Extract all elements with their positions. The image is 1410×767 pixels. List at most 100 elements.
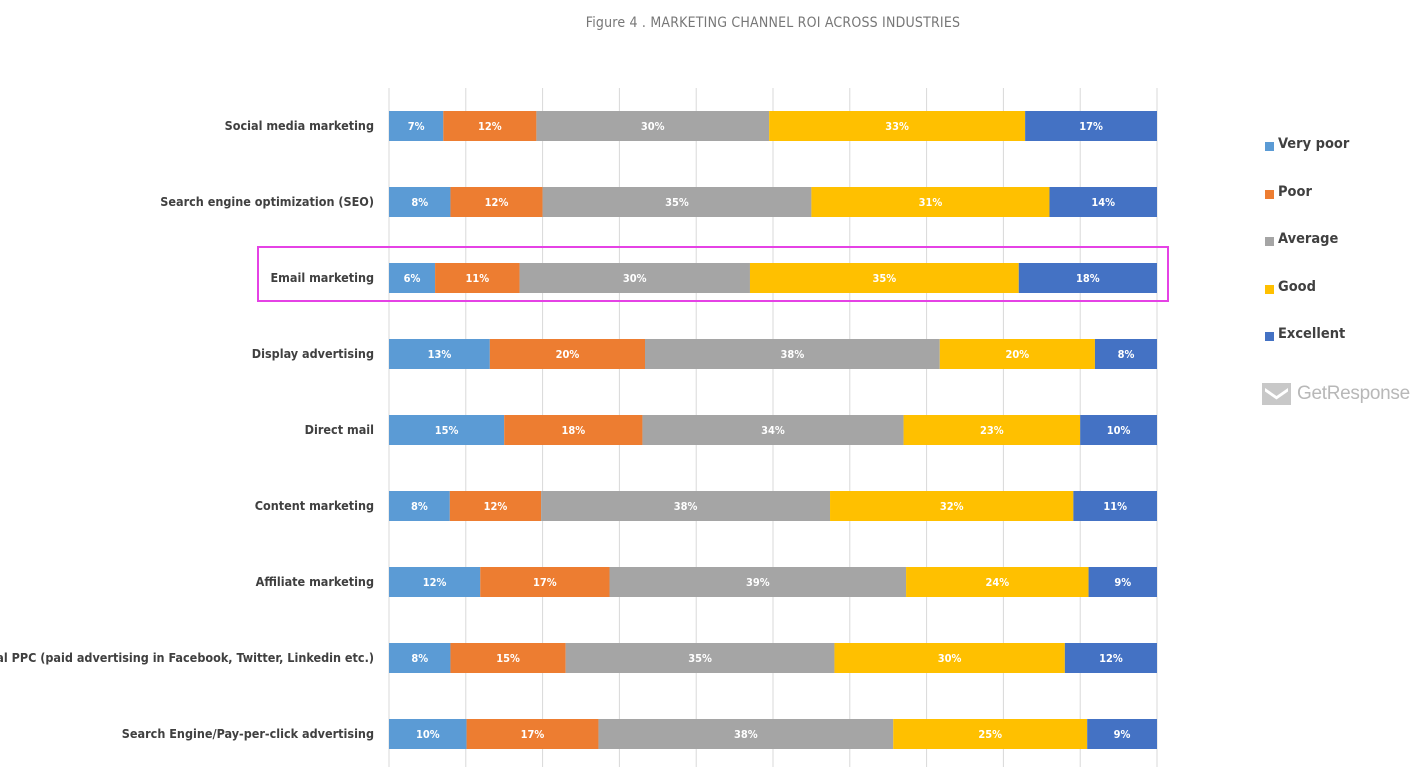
envelope-icon: [1262, 383, 1291, 405]
data-label-affiliate-marketing-very-poor: 12%: [423, 576, 447, 589]
data-label-search-engine-pay-per-click-advertising-average: 38%: [734, 728, 758, 741]
data-label-email-marketing-average: 30%: [623, 272, 647, 285]
bar-direct-mail-poor: [504, 415, 643, 445]
bar-social-media-marketing-excellent: [1025, 111, 1157, 141]
category-label-affiliate-marketing: Affiliate marketing: [256, 574, 374, 589]
bar-social-media-marketing-poor: [443, 111, 537, 141]
data-label-social-media-marketing-excellent: 17%: [1079, 120, 1103, 133]
data-label-affiliate-marketing-good: 24%: [985, 576, 1009, 589]
data-label-direct-mail-excellent: 10%: [1107, 424, 1131, 437]
bar-email-marketing-very-poor: [389, 263, 436, 293]
bar-social-ppc-paid-advertising-in-facebook-twitter-linkedin-etc-average: [565, 643, 835, 673]
data-label-social-ppc-paid-advertising-in-facebook-twitter-linkedin-etc-average: 35%: [688, 652, 712, 665]
bar-content-marketing-poor: [449, 491, 542, 521]
legend-item-poor: Poor: [1265, 184, 1349, 232]
data-label-search-engine-pay-per-click-advertising-very-poor: 10%: [416, 728, 440, 741]
legend-label-average: Average: [1278, 231, 1339, 247]
data-label-affiliate-marketing-average: 39%: [746, 576, 770, 589]
data-label-direct-mail-good: 23%: [980, 424, 1004, 437]
legend-swatch-excellent: [1265, 332, 1274, 341]
data-label-content-marketing-poor: 12%: [484, 500, 508, 513]
bar-display-advertising-good: [939, 339, 1095, 369]
bar-email-marketing-poor: [435, 263, 520, 293]
brand-logo: GetResponse: [1262, 383, 1410, 405]
legend-label-excellent: Excellent: [1278, 326, 1346, 342]
bar-email-marketing-good: [749, 263, 1019, 293]
bar-social-media-marketing-average: [536, 111, 770, 141]
data-label-search-engine-pay-per-click-advertising-poor: 17%: [521, 728, 545, 741]
bar-search-engine-optimization-seo-excellent: [1049, 187, 1157, 217]
legend-swatch-poor: [1265, 189, 1274, 199]
data-label-search-engine-pay-per-click-advertising-good: 25%: [978, 728, 1002, 741]
data-label-social-media-marketing-average: 30%: [641, 120, 665, 133]
data-label-email-marketing-good: 35%: [873, 272, 897, 285]
highlight-box-email-marketing: [257, 246, 1169, 302]
bar-search-engine-optimization-seo-good: [811, 187, 1050, 217]
data-label-social-media-marketing-good: 33%: [885, 120, 909, 133]
bar-content-marketing-average: [541, 491, 831, 521]
legend: Very poor Poor Average Good Excellent: [1265, 136, 1349, 374]
data-label-social-media-marketing-poor: 12%: [478, 120, 502, 133]
bar-email-marketing-average: [519, 263, 750, 293]
bar-affiliate-marketing-poor: [480, 567, 610, 597]
bar-display-advertising-poor: [489, 339, 645, 369]
data-label-direct-mail-poor: 18%: [561, 424, 585, 437]
category-label-direct-mail: Direct mail: [305, 422, 374, 437]
bar-email-marketing-excellent: [1018, 263, 1157, 293]
chart-title: Figure 4 . MARKETING CHANNEL ROI ACROSS …: [585, 15, 961, 31]
data-label-search-engine-optimization-seo-good: 31%: [919, 196, 943, 209]
data-label-display-advertising-average: 38%: [781, 348, 805, 361]
bar-display-advertising-very-poor: [389, 339, 490, 369]
data-label-affiliate-marketing-excellent: 9%: [1114, 576, 1131, 589]
bar-content-marketing-good: [830, 491, 1074, 521]
data-label-content-marketing-very-poor: 8%: [411, 500, 428, 513]
legend-swatch-good: [1265, 284, 1274, 294]
bar-social-ppc-paid-advertising-in-facebook-twitter-linkedin-etc-excellent: [1064, 643, 1157, 673]
category-label-search-engine-optimization-seo: Search engine optimization (SEO): [160, 194, 374, 209]
category-label-email-marketing: Email marketing: [270, 270, 374, 285]
bar-search-engine-pay-per-click-advertising-excellent: [1087, 719, 1157, 749]
bar-social-media-marketing-very-poor: [389, 111, 444, 141]
data-label-direct-mail-very-poor: 15%: [435, 424, 459, 437]
category-label-search-engine-pay-per-click-advertising: Search Engine/Pay-per-click advertising: [122, 726, 374, 741]
bar-affiliate-marketing-good: [906, 567, 1089, 597]
data-label-display-advertising-poor: 20%: [556, 348, 580, 361]
category-label-content-marketing: Content marketing: [255, 498, 374, 513]
bar-search-engine-optimization-seo-average: [542, 187, 812, 217]
legend-item-very-poor: Very poor: [1265, 136, 1349, 184]
data-label-content-marketing-good: 32%: [940, 500, 964, 513]
category-label-social-media-marketing: Social media marketing: [225, 118, 374, 133]
brand-name: GetResponse: [1297, 383, 1410, 404]
legend-label-very-poor: Very poor: [1278, 136, 1350, 152]
data-label-social-media-marketing-very-poor: 7%: [408, 120, 425, 133]
data-label-content-marketing-excellent: 11%: [1103, 500, 1127, 513]
bar-content-marketing-very-poor: [389, 491, 450, 521]
data-label-search-engine-optimization-seo-very-poor: 8%: [411, 196, 428, 209]
data-label-search-engine-optimization-seo-excellent: 14%: [1091, 196, 1115, 209]
bar-search-engine-pay-per-click-advertising-average: [598, 719, 894, 749]
bar-search-engine-pay-per-click-advertising-poor: [466, 719, 599, 749]
bar-content-marketing-excellent: [1073, 491, 1157, 521]
data-label-social-ppc-paid-advertising-in-facebook-twitter-linkedin-etc-very-poor: 8%: [411, 652, 428, 665]
data-label-social-ppc-paid-advertising-in-facebook-twitter-linkedin-etc-excellent: 12%: [1099, 652, 1123, 665]
data-label-display-advertising-excellent: 8%: [1118, 348, 1135, 361]
bar-social-ppc-paid-advertising-in-facebook-twitter-linkedin-etc-very-poor: [389, 643, 451, 673]
bar-affiliate-marketing-average: [609, 567, 907, 597]
data-label-display-advertising-good: 20%: [1006, 348, 1030, 361]
bar-affiliate-marketing-excellent: [1088, 567, 1157, 597]
bar-search-engine-optimization-seo-poor: [450, 187, 543, 217]
bar-search-engine-pay-per-click-advertising-good: [893, 719, 1088, 749]
legend-label-good: Good: [1278, 278, 1316, 295]
bar-display-advertising-excellent: [1094, 339, 1157, 369]
bar-display-advertising-average: [645, 339, 940, 369]
data-label-social-ppc-paid-advertising-in-facebook-twitter-linkedin-etc-poor: 15%: [496, 652, 520, 665]
data-label-search-engine-optimization-seo-average: 35%: [665, 196, 689, 209]
bar-direct-mail-excellent: [1080, 415, 1157, 445]
legend-item-excellent: Excellent: [1265, 326, 1349, 374]
bar-search-engine-pay-per-click-advertising-very-poor: [389, 719, 467, 749]
data-label-affiliate-marketing-poor: 17%: [533, 576, 557, 589]
data-label-search-engine-optimization-seo-poor: 12%: [485, 196, 509, 209]
bar-social-media-marketing-good: [769, 111, 1026, 141]
legend-item-good: Good: [1265, 279, 1349, 327]
